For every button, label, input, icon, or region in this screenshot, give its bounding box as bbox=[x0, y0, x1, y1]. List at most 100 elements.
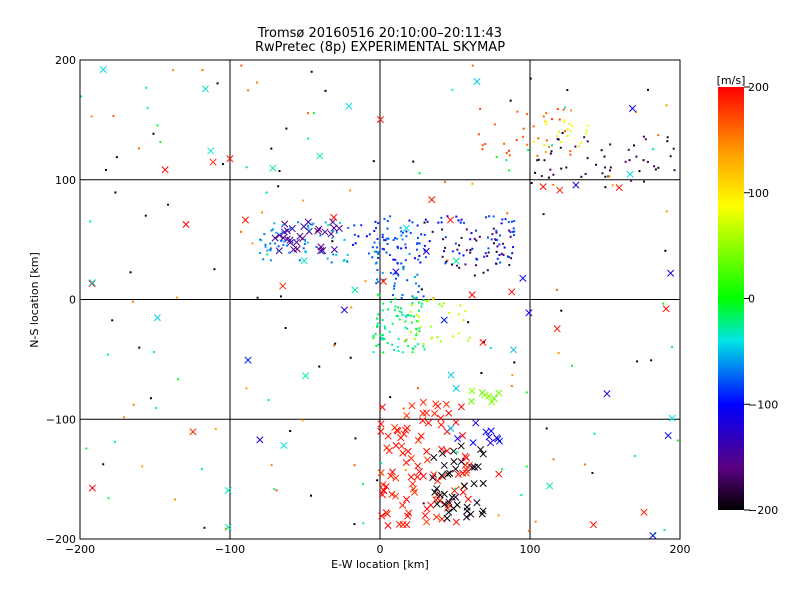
data-point-x bbox=[467, 397, 475, 405]
data-point-x bbox=[189, 428, 197, 436]
data-point-x bbox=[479, 507, 487, 515]
data-point-dot bbox=[664, 249, 667, 252]
data-point-dot bbox=[401, 293, 404, 296]
data-point-dot bbox=[608, 175, 611, 178]
data-point-dot bbox=[580, 141, 583, 144]
data-point-dot bbox=[414, 345, 417, 348]
data-point-dot bbox=[372, 337, 375, 340]
data-point-dot bbox=[458, 252, 461, 255]
data-point-dot bbox=[331, 240, 334, 243]
data-point-dot bbox=[415, 313, 418, 316]
data-point-dot bbox=[282, 243, 285, 246]
data-point-dot bbox=[646, 160, 649, 163]
data-point-x bbox=[88, 279, 96, 287]
data-point-dot bbox=[488, 215, 491, 218]
data-point-x bbox=[430, 453, 438, 461]
data-point-dot bbox=[530, 181, 533, 184]
data-point-dot bbox=[604, 175, 607, 178]
data-point-x bbox=[153, 314, 161, 322]
data-point-x bbox=[469, 439, 477, 447]
data-point-dot bbox=[569, 129, 572, 132]
data-point-x bbox=[378, 512, 386, 520]
data-point-x bbox=[290, 246, 298, 254]
data-point-x bbox=[317, 243, 325, 251]
data-point-dot bbox=[332, 253, 335, 256]
data-point-dot bbox=[548, 145, 551, 148]
x-tick-labels: −200 −100 0 100 200 bbox=[65, 543, 691, 556]
data-point-dot bbox=[666, 136, 669, 139]
data-point-x bbox=[481, 391, 489, 399]
data-point-dot bbox=[460, 218, 463, 221]
data-point-x bbox=[473, 78, 481, 86]
data-point-dot bbox=[537, 158, 540, 161]
data-point-dot bbox=[549, 168, 552, 171]
data-point-x bbox=[423, 518, 431, 526]
data-point-dot bbox=[534, 171, 537, 174]
data-point-x bbox=[432, 513, 441, 521]
data-point-x bbox=[376, 116, 384, 124]
data-point-x bbox=[377, 420, 385, 428]
data-point-dot bbox=[123, 416, 126, 419]
data-point-dot bbox=[277, 185, 280, 188]
data-point-dot bbox=[515, 138, 518, 141]
data-point-x bbox=[88, 484, 96, 492]
data-point-dot bbox=[496, 257, 499, 260]
data-point-dot bbox=[306, 112, 309, 115]
data-point-dot bbox=[270, 229, 273, 232]
data-point-dot bbox=[492, 242, 495, 245]
data-point-dot bbox=[584, 172, 587, 175]
data-point-dot bbox=[111, 319, 114, 322]
data-point-dot bbox=[419, 261, 422, 264]
data-point-x bbox=[468, 387, 476, 395]
data-point-dot bbox=[402, 268, 405, 271]
data-point-x bbox=[509, 346, 518, 354]
data-point-dot bbox=[383, 325, 386, 328]
data-point-dot bbox=[375, 344, 378, 347]
data-point-dot bbox=[505, 151, 508, 154]
data-point-dot bbox=[402, 266, 405, 269]
data-point-dot bbox=[459, 221, 462, 224]
data-point-x bbox=[269, 164, 277, 172]
data-point-dot bbox=[377, 252, 380, 255]
data-point-dot bbox=[415, 320, 418, 323]
data-point-dot bbox=[406, 327, 409, 330]
data-point-dot bbox=[377, 250, 380, 253]
data-point-x bbox=[256, 436, 264, 444]
data-point-dot bbox=[371, 246, 374, 249]
data-point-dot bbox=[510, 220, 513, 223]
data-point-x bbox=[419, 416, 427, 425]
data-point-dot bbox=[382, 351, 385, 354]
data-point-dot bbox=[486, 236, 489, 239]
data-point-x bbox=[438, 445, 446, 453]
data-point-dot bbox=[458, 313, 461, 316]
data-point-x bbox=[315, 225, 323, 233]
data-point-x bbox=[209, 158, 217, 166]
data-point-dot bbox=[444, 236, 447, 239]
data-point-dot bbox=[381, 271, 384, 274]
data-point-dot bbox=[561, 131, 564, 134]
data-point-x bbox=[572, 181, 580, 189]
data-point-dot bbox=[113, 440, 116, 443]
data-point-dot bbox=[487, 247, 490, 250]
data-point-dot bbox=[273, 222, 276, 225]
data-point-dot bbox=[381, 473, 384, 476]
data-point-dot bbox=[240, 64, 243, 67]
data-point-dot bbox=[442, 302, 445, 305]
data-point-x bbox=[384, 521, 392, 530]
data-point-dot bbox=[288, 251, 291, 254]
data-point-dot bbox=[549, 152, 552, 155]
data-point-dot bbox=[635, 155, 638, 158]
data-point-dot bbox=[635, 110, 638, 113]
data-point-dot bbox=[440, 216, 443, 219]
data-point-dot bbox=[380, 337, 383, 340]
data-point-dot bbox=[418, 172, 421, 175]
data-point-dot bbox=[269, 249, 272, 252]
data-point-dot bbox=[281, 231, 284, 234]
data-point-dot bbox=[309, 494, 312, 497]
data-point-dot bbox=[509, 99, 512, 102]
data-point-dot bbox=[214, 427, 217, 430]
data-point-x bbox=[446, 469, 454, 477]
data-point-dot bbox=[417, 320, 420, 323]
data-point-dot bbox=[459, 304, 462, 307]
data-point-dot bbox=[493, 123, 496, 126]
